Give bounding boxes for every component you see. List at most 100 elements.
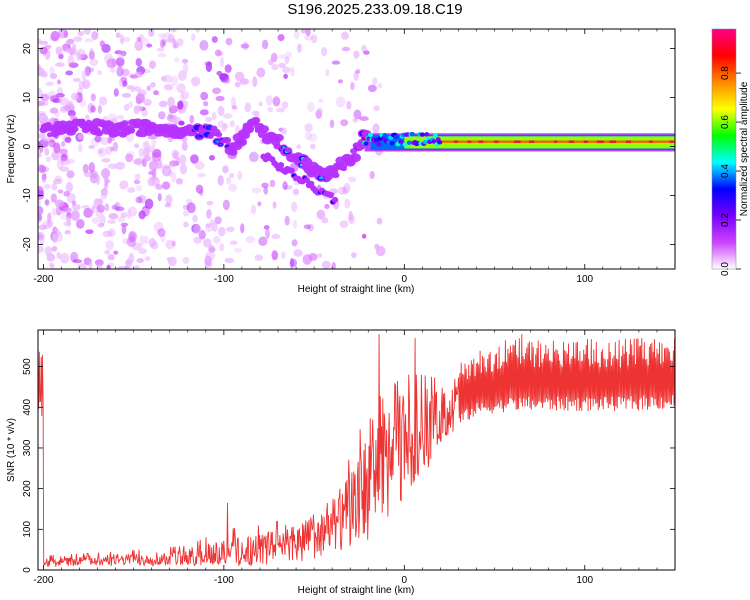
branch-blob <box>308 180 315 187</box>
noise-blob <box>136 258 144 264</box>
branch-blob <box>331 196 339 203</box>
noise-blob <box>159 38 165 49</box>
noise-blob <box>113 88 119 97</box>
colorbar-tick-label: 0.8 <box>720 66 731 80</box>
noise-blob <box>143 235 149 245</box>
noise-blob <box>148 60 156 70</box>
transition-blob <box>367 132 373 138</box>
noise-blob <box>38 101 46 107</box>
noise-blob <box>121 68 130 77</box>
noise-blob <box>54 175 62 182</box>
noise-blob <box>338 79 343 84</box>
noise-blob <box>97 148 104 155</box>
noise-blob <box>150 241 159 250</box>
noise-blob <box>203 238 212 248</box>
noise-blob <box>49 262 54 268</box>
y-tick-label: 10 <box>22 92 33 104</box>
noise-blob <box>100 167 111 179</box>
noise-blob <box>107 113 118 123</box>
noise-blob <box>122 36 131 42</box>
noise-blob <box>304 131 312 141</box>
noise-blob <box>176 38 184 47</box>
noise-blob <box>212 235 221 244</box>
noise-blob <box>146 85 151 91</box>
noise-blob <box>63 30 69 38</box>
ridge-blob <box>69 125 79 133</box>
noise-blob <box>40 93 50 102</box>
noise-blob <box>107 219 116 224</box>
noise-blob <box>296 144 301 150</box>
noise-blob <box>191 76 201 87</box>
noise-blob <box>293 249 304 257</box>
y-tick-label: 0 <box>22 567 33 573</box>
noise-blob <box>133 179 141 185</box>
noise-blob <box>99 40 106 48</box>
noise-blob <box>222 123 229 130</box>
noise-blob <box>90 105 96 113</box>
noise-blob <box>216 70 223 76</box>
noise-blob <box>191 33 196 41</box>
x-tick-label: -100 <box>214 274 234 285</box>
noise-blob <box>162 181 171 190</box>
noise-blob <box>139 234 145 246</box>
noise-blob <box>108 213 119 220</box>
noise-blob <box>321 217 329 224</box>
noise-blob <box>186 202 196 214</box>
noise-blob <box>160 233 167 243</box>
noise-blob <box>83 207 93 218</box>
noise-blob <box>307 101 315 113</box>
noise-blob <box>98 96 108 106</box>
noise-blob <box>177 100 184 110</box>
noise-blob <box>292 219 298 229</box>
noise-blob <box>51 246 58 252</box>
transition-blob <box>419 132 425 137</box>
noise-blob <box>181 58 189 64</box>
noise-blob <box>88 67 95 73</box>
colorbar-tick-label: 0.4 <box>720 164 731 178</box>
noise-blob <box>58 148 68 155</box>
noise-blob <box>83 29 91 35</box>
y-tick-label: 300 <box>22 439 33 456</box>
noise-blob <box>59 97 70 106</box>
noise-blob <box>82 79 91 90</box>
noise-blob <box>67 55 75 67</box>
noise-blob <box>85 114 90 121</box>
noise-blob <box>321 47 328 57</box>
noise-blob <box>51 182 58 191</box>
noise-blob <box>133 264 140 269</box>
noise-blob <box>271 250 279 261</box>
noise-blob <box>217 175 224 186</box>
noise-blob <box>339 220 349 228</box>
noise-blob <box>183 210 189 217</box>
y-tick-label: 100 <box>22 521 33 538</box>
noise-blob <box>217 226 226 237</box>
noise-blob <box>107 136 113 144</box>
transition-blob <box>398 139 404 144</box>
noise-blob <box>138 210 146 220</box>
transition-blob <box>424 132 430 137</box>
noise-blob <box>234 71 245 82</box>
noise-blob <box>316 107 324 115</box>
noise-blob <box>290 66 295 77</box>
noise-blob <box>88 162 96 173</box>
colorbar-ticks: 0.0 0.2 0.4 0.6 0.8 <box>720 66 741 276</box>
noise-blob <box>107 254 115 261</box>
branch-blob <box>277 162 285 169</box>
noise-blob <box>211 112 217 121</box>
noise-blob <box>291 239 298 247</box>
noise-blob <box>171 75 179 86</box>
transition-blob <box>431 139 437 144</box>
noise-blob <box>292 188 300 196</box>
noise-blob <box>101 158 111 163</box>
noise-blob <box>104 176 109 186</box>
x-tick-label: 100 <box>576 575 593 586</box>
noise-blob <box>120 212 128 218</box>
noise-blob <box>72 259 82 264</box>
noise-blob <box>318 98 324 103</box>
noise-blob <box>128 232 136 244</box>
noise-blob <box>102 230 112 238</box>
noise-blob <box>38 224 48 231</box>
noise-blob <box>52 235 58 244</box>
